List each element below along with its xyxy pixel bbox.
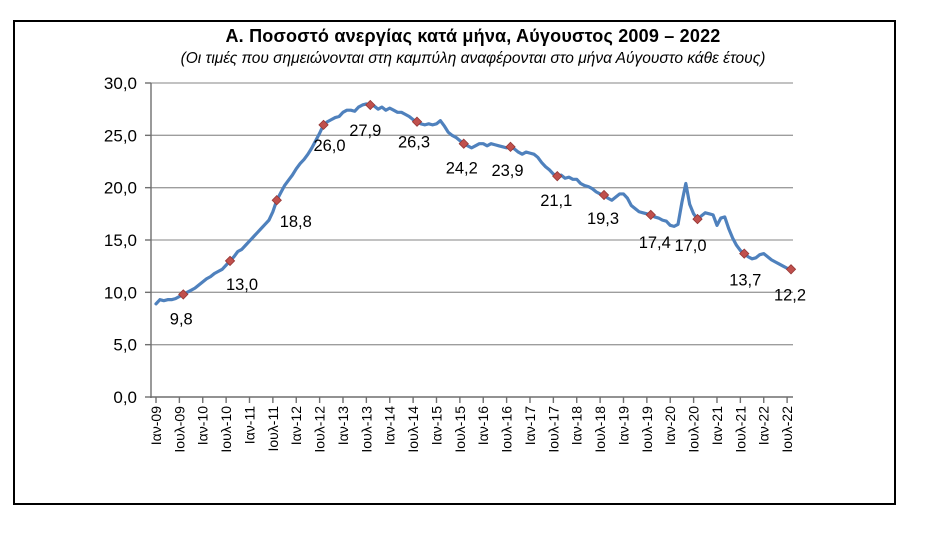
chart-title: Α. Ποσοστό ανεργίας κατά μήνα, Αύγουστος…: [225, 26, 721, 46]
x-tick-label: Ιουλ-18: [592, 406, 608, 453]
data-label: 13,7: [729, 272, 761, 290]
x-tick-label: Ιαν-22: [756, 406, 772, 445]
data-label: 9,8: [170, 310, 193, 328]
data-label: 24,2: [446, 160, 478, 178]
x-tick-label: Ιαν-13: [335, 406, 351, 445]
chart-frame: [13, 20, 896, 505]
august-marker: [458, 138, 469, 149]
x-tick-label: Ιαν-20: [662, 406, 678, 445]
data-labels: 9,8 13,0 18,8 26,027,9 26,3 24,2 23,9 21,1 19,3 1…: [170, 122, 806, 328]
august-marker: [692, 213, 703, 225]
data-label: 27,9: [349, 122, 381, 140]
x-tick-label: Ιουλ-13: [358, 406, 374, 453]
x-tick-label: Ιουλ-19: [639, 406, 655, 453]
x-tick-label: Ιουλ-22: [779, 406, 795, 453]
august-marker: [224, 255, 236, 267]
y-tick-label: 20,0: [104, 179, 137, 198]
y-tick-label: 5,0: [113, 336, 137, 355]
x-tick-label: Ιουλ-16: [499, 406, 515, 453]
x-tick-label: Ιαν-18: [569, 406, 585, 445]
august-marker: [178, 289, 189, 300]
august-marker: [739, 248, 750, 259]
x-tick-label: Ιαν-11: [241, 406, 257, 444]
data-label: 17,0: [674, 237, 706, 255]
x-tick-label: Ιουλ-12: [312, 406, 328, 453]
august-markers: [178, 99, 797, 300]
y-axis-labels: 0,0 5,0 10,0 15,0 20,0 25,0 30,0: [104, 74, 137, 407]
x-tick-label: Ιουλ-11: [265, 406, 281, 452]
x-tick-label: Ιαν-16: [475, 406, 491, 445]
august-marker: [411, 116, 423, 127]
x-tick-label: Ιαν-21: [709, 406, 725, 445]
august-marker: [318, 119, 329, 131]
data-label: 18,8: [280, 213, 312, 231]
gridlines: [151, 82, 793, 346]
x-tick-label: Ιαν-19: [615, 406, 631, 445]
data-label: 23,9: [491, 162, 523, 180]
data-label: 13,0: [226, 276, 258, 294]
x-tick-label: Ιουλ-10: [218, 406, 234, 453]
data-label: 12,2: [774, 286, 806, 304]
data-label: 17,4: [639, 234, 671, 252]
x-tick-label: Ιουλ-15: [452, 406, 468, 453]
y-tick-label: 15,0: [104, 231, 137, 250]
data-label: 26,0: [313, 137, 345, 155]
x-tick-label: Ιουλ-14: [405, 406, 421, 453]
y-axis-ticks: [145, 82, 151, 398]
x-tick-label: Ιουλ-20: [686, 406, 702, 453]
august-marker: [552, 170, 563, 182]
data-label: 21,1: [540, 192, 572, 210]
y-tick-label: 25,0: [104, 126, 137, 145]
august-marker: [271, 195, 282, 206]
august-marker: [598, 189, 610, 201]
august-marker: [365, 99, 376, 111]
data-label: 19,3: [587, 210, 619, 228]
x-tick-label: Ιαν-15: [428, 406, 444, 445]
chart-subtitle: (Οι τιμές που σημειώνονται στη καμπύλη α…: [180, 50, 766, 67]
x-tick-label: Ιουλ-21: [732, 406, 748, 453]
unemployment-series-line: [154, 102, 793, 306]
y-tick-label: 30,0: [104, 74, 137, 93]
y-tick-label: 0,0: [113, 388, 137, 407]
x-tick-label: Ιαν-09: [148, 406, 164, 445]
x-tick-label: Ιαν-17: [522, 406, 538, 445]
x-tick-label: Ιουλ-09: [171, 406, 187, 453]
series: [154, 102, 793, 306]
x-axis-ticks: [155, 397, 788, 403]
august-marker: [505, 141, 516, 153]
x-tick-label: Ιαν-10: [195, 406, 211, 445]
x-axis-labels: Ιαν-09 Ιουλ-09 Ιαν-10 Ιουλ-10 Ιαν-11 Ιουλ-11 Ι…: [148, 406, 795, 453]
x-tick-label: Ιαν-12: [288, 406, 304, 445]
august-marker: [785, 264, 797, 275]
x-tick-label: Ιαν-14: [382, 406, 398, 445]
y-tick-label: 10,0: [104, 283, 137, 302]
august-marker: [645, 209, 656, 221]
x-tick-label: Ιουλ-17: [545, 406, 561, 453]
data-label: 26,3: [398, 134, 430, 152]
